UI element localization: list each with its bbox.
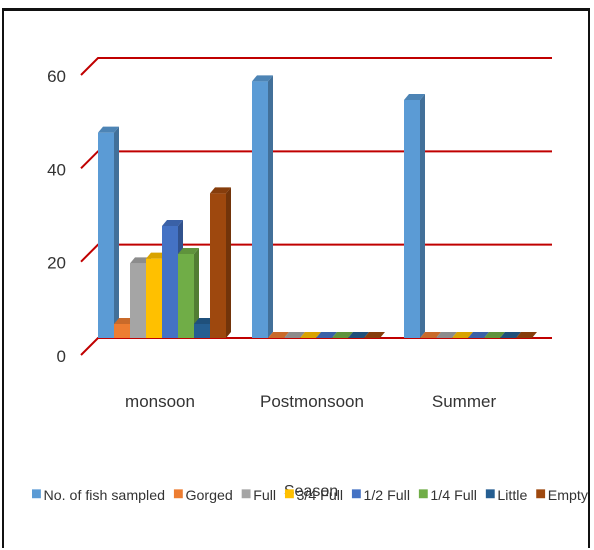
bar — [468, 332, 489, 339]
bar — [364, 332, 385, 339]
legend-item: 1/2 Full — [351, 488, 410, 504]
bar — [484, 332, 505, 339]
legend-label: Full — [253, 488, 276, 504]
legend-label: 1/4 Full — [430, 488, 477, 504]
x-axis-title: Season — [284, 483, 338, 500]
bar — [316, 332, 337, 339]
bar — [268, 332, 289, 339]
bar — [348, 332, 369, 339]
legend-label: 3/4 Full — [296, 488, 343, 504]
bar — [300, 332, 321, 339]
legend-item: 1/4 Full — [418, 488, 477, 504]
gridline-40 — [80, 150, 552, 170]
bar — [404, 94, 425, 338]
legend-label: Gorged — [185, 488, 232, 504]
bar — [516, 332, 537, 339]
bar — [332, 332, 353, 339]
bar — [420, 332, 441, 339]
chart-frame — [2, 8, 590, 548]
legend-label: No. of fish sampled — [44, 488, 165, 504]
legend-item: Full — [241, 488, 276, 504]
legend-swatch — [284, 489, 294, 499]
x-category-label: Postmonsoon — [260, 392, 364, 411]
legend-item: Empty — [536, 488, 589, 504]
legend-swatch — [485, 489, 495, 499]
legend-label: 1/2 Full — [363, 488, 410, 504]
legend-label: Empty — [548, 488, 589, 504]
bar — [284, 332, 305, 339]
x-category-label: monsoon — [125, 392, 195, 411]
legend-swatch — [241, 489, 251, 499]
bar — [210, 187, 231, 338]
legend-swatch — [351, 489, 361, 499]
bar — [452, 332, 473, 339]
legend-item: 3/4 Full — [284, 488, 343, 504]
y-tick-label: 0 — [57, 347, 66, 366]
bar — [98, 126, 119, 339]
legend-item: Gorged — [173, 488, 233, 504]
y-tick-label: 40 — [47, 160, 66, 179]
y-tick-label: 60 — [47, 67, 66, 86]
bar — [178, 248, 199, 338]
gridline-0 — [80, 337, 552, 356]
legend-item: Little — [485, 488, 527, 504]
gridline-60 — [80, 57, 552, 76]
x-category-label: Summer — [432, 392, 497, 411]
bar — [436, 332, 457, 339]
bar — [252, 75, 273, 338]
legend-label: Little — [497, 488, 527, 504]
y-tick-label: 20 — [47, 254, 66, 273]
legend-swatch — [32, 489, 41, 499]
legend-item: No. of fish sampled — [32, 488, 165, 504]
bar — [500, 332, 521, 339]
legend-swatch — [418, 489, 428, 499]
legend-swatch — [173, 489, 183, 499]
legend-swatch — [536, 489, 546, 499]
